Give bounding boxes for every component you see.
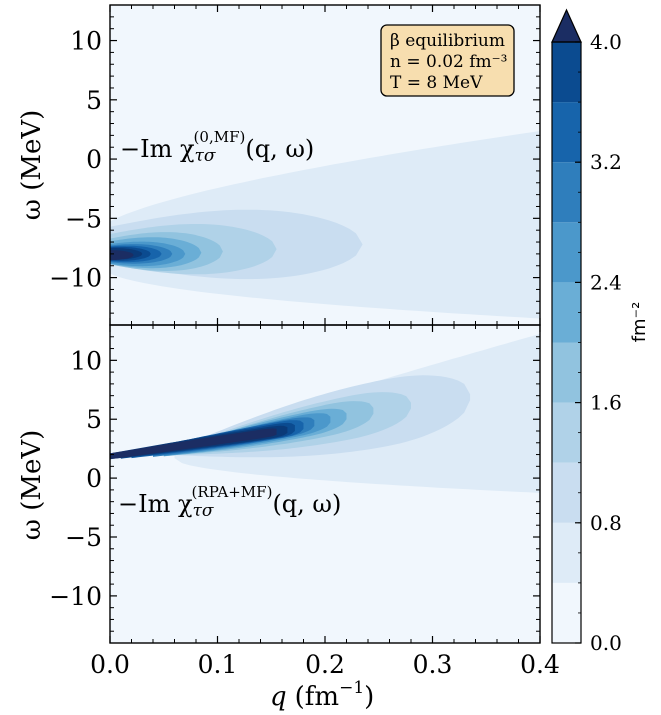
x-axis-label: q (fm−1) xyxy=(270,678,374,712)
x-tick-label: 0.1 xyxy=(198,650,238,679)
colorbar-segment xyxy=(552,402,581,463)
y-tick-label: 0 xyxy=(86,464,102,493)
top-contour-level-11 xyxy=(110,250,134,261)
legend-line-1: β equilibrium xyxy=(390,31,505,51)
colorbar: 0.0 0.8 1.6 2.4 3.2 4.0 xyxy=(551,8,622,655)
y-axis-label-top: ω (MeV) xyxy=(17,110,47,221)
colorbar-tick-label: 3.2 xyxy=(590,150,622,174)
colorbar-segment xyxy=(552,342,581,403)
top-panel-annotation: −Im χτσ(0,MF)(q, ω) xyxy=(120,128,314,166)
y-tick-label: 10 xyxy=(70,346,102,375)
legend-line-2: n = 0.02 fm⁻³ xyxy=(390,52,507,72)
colorbar-tick-label: 0.0 xyxy=(590,631,622,655)
colorbar-segment xyxy=(552,42,581,103)
colorbar-segment xyxy=(552,522,581,583)
y-tick-label: −5 xyxy=(65,523,102,552)
colorbar-segment xyxy=(552,222,581,283)
colorbar-segment xyxy=(552,282,581,343)
legend-box-background xyxy=(380,24,515,97)
top-contours xyxy=(110,131,540,319)
legend-line-3: T = 8 MeV xyxy=(390,73,483,93)
y-tick-label: 5 xyxy=(86,86,102,115)
colorbar-extend-arrow xyxy=(551,8,582,43)
y-tick-label: −10 xyxy=(49,264,102,293)
x-tick-label: 0.2 xyxy=(305,650,345,679)
colorbar-label: fm⁻² xyxy=(629,302,650,343)
x-tick-label: 0.4 xyxy=(520,650,560,679)
legend-box: β equilibrium n = 0.02 fm⁻³ T = 8 MeV xyxy=(380,24,515,97)
x-tick-label: 0.3 xyxy=(413,650,453,679)
colorbar-tick-label: 2.4 xyxy=(590,270,622,294)
y-tick-label: 0 xyxy=(86,145,102,174)
colorbar-tick-label: 4.0 xyxy=(590,30,622,54)
y-tick-label: 10 xyxy=(70,27,102,56)
colorbar-segment xyxy=(552,462,581,523)
y-tick-label: −10 xyxy=(49,582,102,611)
bottom-panel-annotation: −Im χτσ(RPA+MF)(q, ω) xyxy=(118,483,341,521)
colorbar-tick-label: 0.8 xyxy=(590,511,622,535)
axis-ticks: 10 5 0 −5 −10 10 5 0 −5 −10 0.0 0.1 0.2 0.3 0.4 xyxy=(49,4,560,679)
colorbar-tick-label: 1.6 xyxy=(590,391,622,415)
bottom-panel xyxy=(110,325,540,643)
bottom-contour-level-11 xyxy=(110,428,277,460)
x-tick-label: 0.0 xyxy=(90,650,130,679)
y-axis-label-bottom: ω (MeV) xyxy=(17,430,47,541)
bottom-contours xyxy=(110,333,540,493)
colorbar-segment xyxy=(552,582,581,643)
y-tick-label: −5 xyxy=(65,204,102,233)
colorbar-segment xyxy=(552,162,581,223)
colorbar-segment xyxy=(552,102,581,163)
y-tick-label: 5 xyxy=(86,405,102,434)
